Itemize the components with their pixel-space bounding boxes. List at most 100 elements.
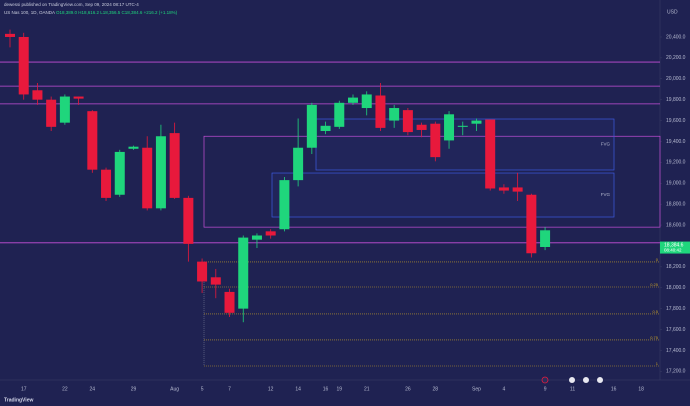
- candle-body: [540, 230, 551, 247]
- last-price-box: [660, 241, 690, 254]
- candle-body: [210, 277, 221, 285]
- y-tick-label: 19,000.0: [666, 181, 686, 187]
- candle-body: [18, 36, 29, 95]
- candle-body: [430, 123, 441, 158]
- candle-body: [416, 124, 427, 130]
- x-tick-label: Sep: [472, 386, 481, 392]
- candle-body: [183, 197, 194, 244]
- ohlc: O18,389.0 H18,616.2 L18,356.5 C18,384.6 …: [56, 10, 178, 15]
- y-tick-label: 17,200.0: [666, 369, 686, 375]
- candle-body: [361, 94, 372, 109]
- x-tick-label: 26: [405, 386, 411, 392]
- candle-body: [155, 136, 166, 209]
- candle-body: [279, 180, 290, 230]
- fvg-label: FVG: [601, 192, 611, 197]
- candle-body: [251, 235, 262, 240]
- x-tick-label: 12: [268, 386, 274, 392]
- candle-body: [334, 102, 345, 127]
- candle-body: [348, 97, 358, 103]
- candle-body: [485, 119, 496, 189]
- fib-label: 0.25: [650, 282, 659, 287]
- y-tick-label: 18,600.0: [666, 222, 686, 228]
- candle-body: [402, 110, 413, 133]
- fvg-label: FVG: [601, 142, 611, 147]
- candle-body: [293, 147, 304, 181]
- candle-body: [238, 237, 249, 309]
- candle-body: [169, 133, 180, 198]
- candle-body: [197, 261, 208, 282]
- y-tick-label: 20,400.0: [666, 34, 686, 40]
- x-tick-label: 22: [62, 386, 68, 392]
- logo: TradingView: [4, 397, 33, 403]
- y-tick-label: 20,200.0: [666, 55, 686, 61]
- y-tick-label: 18,200.0: [666, 264, 686, 270]
- x-tick-label: Aug: [170, 386, 179, 392]
- candle-body: [389, 108, 400, 121]
- x-tick-label: 28: [433, 386, 439, 392]
- last-price: 18,384.6: [664, 242, 684, 248]
- symbol: US Nas 100, 1D, OANDA: [4, 10, 55, 15]
- candle-body: [224, 291, 235, 313]
- byline: dewessi published on TradingView.com, Se…: [4, 2, 139, 7]
- currency: USD: [667, 9, 678, 15]
- y-tick-label: 17,800.0: [666, 306, 686, 312]
- candle-body: [32, 90, 43, 100]
- countdown: 08:40:42: [664, 248, 682, 253]
- candle-body: [512, 187, 523, 192]
- fib-label: 1: [656, 361, 659, 366]
- candle-body: [46, 99, 57, 127]
- x-tick-label: 14: [295, 386, 301, 392]
- candle-body: [498, 187, 509, 191]
- fib-label: 0.5: [652, 309, 658, 314]
- candle-body: [59, 96, 70, 123]
- candle-body: [526, 194, 537, 254]
- x-tick-label: 19: [336, 386, 342, 392]
- x-tick-label: 7: [228, 386, 231, 392]
- x-tick-label: 16: [611, 386, 617, 392]
- y-tick-label: 19,400.0: [666, 139, 686, 145]
- y-tick-label: 19,600.0: [666, 118, 686, 124]
- x-tick-label: 24: [90, 386, 96, 392]
- x-tick-label: 29: [131, 386, 137, 392]
- y-tick-label: 19,800.0: [666, 97, 686, 103]
- event-icon[interactable]: [597, 377, 603, 383]
- x-tick-label: 5: [201, 386, 204, 392]
- x-tick-label: 18: [638, 386, 644, 392]
- fib-label: 0.75: [650, 335, 659, 340]
- candle-body: [5, 33, 15, 37]
- x-tick-label: 17: [21, 386, 27, 392]
- x-tick-label: 4: [503, 386, 506, 392]
- candle-body: [87, 111, 98, 170]
- candle-body: [128, 146, 139, 149]
- event-icon[interactable]: [583, 377, 589, 383]
- x-tick-label: 9: [544, 386, 547, 392]
- fib-label: 0: [656, 257, 659, 262]
- candle-body: [444, 114, 455, 141]
- candle-body: [306, 104, 317, 148]
- fvg-zone: [271, 172, 615, 218]
- y-tick-label: 20,000.0: [666, 76, 686, 82]
- event-icon[interactable]: [569, 377, 575, 383]
- y-tick-label: 17,400.0: [666, 348, 686, 354]
- candle-body: [320, 125, 331, 132]
- candle-body: [73, 96, 84, 99]
- candle-body: [457, 125, 468, 127]
- candle-body: [471, 120, 482, 124]
- candle-body: [101, 169, 112, 198]
- candle-body: [265, 231, 276, 236]
- candle-body: [142, 147, 153, 209]
- y-tick-label: 19,200.0: [666, 160, 686, 166]
- fvg-zone: [315, 118, 615, 171]
- x-tick-label: 16: [323, 386, 329, 392]
- y-tick-label: 17,600.0: [666, 327, 686, 333]
- event-icons: [541, 376, 603, 384]
- candle-body: [114, 151, 125, 195]
- y-tick-label: 18,000.0: [666, 285, 686, 291]
- x-tick-label: 11: [570, 386, 575, 392]
- x-tick-label: 21: [364, 386, 370, 392]
- event-icon[interactable]: [541, 376, 549, 384]
- y-tick-label: 18,800.0: [666, 201, 686, 207]
- candle-body: [375, 95, 386, 128]
